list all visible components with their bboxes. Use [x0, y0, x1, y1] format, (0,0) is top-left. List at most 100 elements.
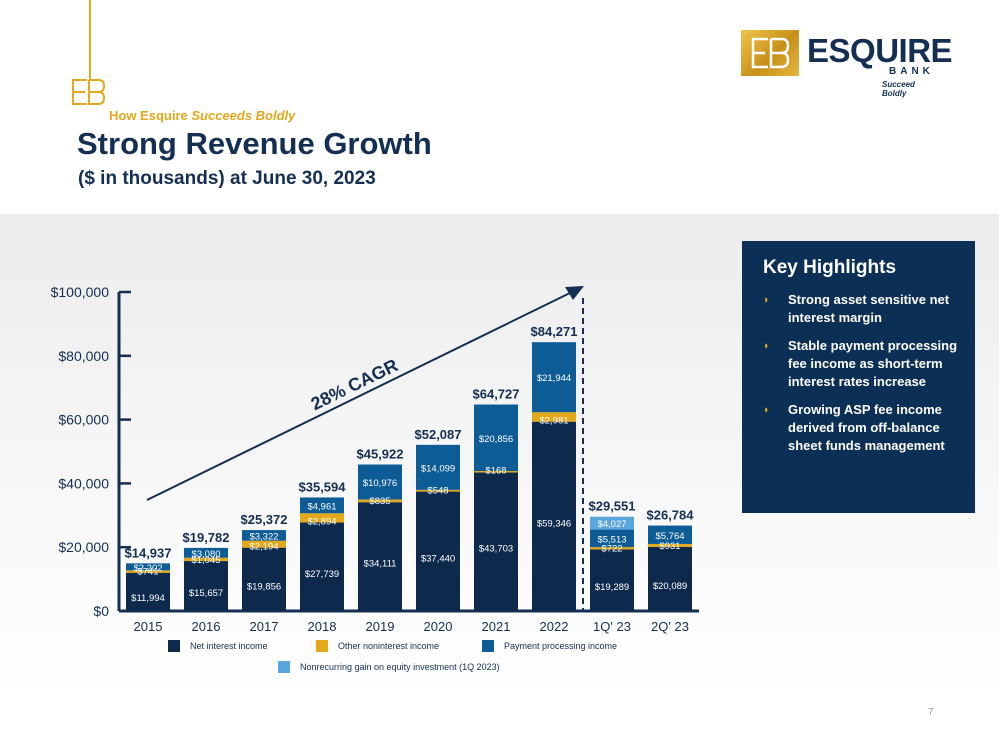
logo-bank: BANK	[889, 66, 934, 77]
list-item: ◗ Strong asset sensitive net interest mar…	[742, 291, 975, 327]
data-label: $37,440	[421, 553, 455, 564]
legend-item: Other noninterest income	[316, 640, 439, 652]
bar-segment	[242, 530, 286, 541]
list-item: ◗ Growing ASP fee income derived from off…	[742, 401, 975, 455]
list-item: ◗ Stable payment processing fee income as…	[742, 337, 975, 391]
accent-line	[89, 0, 91, 80]
bar-segment	[590, 516, 634, 530]
data-label: $19,289	[595, 582, 629, 593]
bullet-icon: ◗	[763, 294, 770, 306]
data-label: $835	[369, 496, 390, 507]
list-item-text: Strong asset sensitive net interest marg…	[788, 292, 950, 325]
total-label: $35,594	[299, 479, 347, 494]
legend-swatch	[316, 640, 328, 652]
total-label: $25,372	[241, 512, 288, 527]
total-label: $29,551	[589, 499, 636, 514]
data-label: $2,894	[307, 517, 336, 528]
data-label: $19,856	[247, 581, 281, 592]
data-label: $20,856	[479, 434, 513, 445]
bar-segment	[416, 491, 460, 611]
data-label: $34,111	[364, 559, 397, 570]
bar-segment	[474, 404, 518, 472]
bar-segment	[242, 547, 286, 611]
bar-segment	[126, 572, 170, 611]
panel-title: Key Highlights	[763, 257, 897, 278]
data-label: $4,027	[597, 519, 626, 530]
chart-legend: Net interest income Other noninterest in…	[168, 640, 648, 680]
data-label: $931	[659, 541, 680, 552]
data-label: $27,739	[305, 569, 339, 580]
bar-segment	[300, 513, 344, 523]
esquire-logo: ESQUIRE BANK Succeed Boldly	[741, 28, 953, 98]
data-label: $3,322	[249, 531, 278, 542]
legend-item: Payment processing income	[482, 640, 617, 652]
y-tick-label: $60,000	[58, 412, 109, 428]
bar-segment	[648, 525, 692, 544]
bar-segment	[358, 502, 402, 611]
eb-monogram-icon	[751, 37, 790, 69]
data-label: $5,764	[655, 531, 684, 542]
data-label: $5,513	[597, 534, 626, 545]
x-tick-label: 2018	[308, 619, 337, 634]
bar-segment	[358, 464, 402, 500]
bar-segment	[358, 499, 402, 503]
total-label: $52,087	[415, 427, 462, 442]
data-label: $43,703	[479, 543, 513, 554]
data-label: $168	[485, 466, 506, 477]
bar-segment	[416, 444, 460, 490]
data-label: $15,657	[189, 588, 223, 599]
data-label: $10,976	[363, 478, 397, 489]
bar-segment	[648, 546, 692, 611]
bar-segment	[126, 570, 170, 573]
list-item-text: Stable payment processing fee income as …	[788, 338, 958, 389]
bar-segment	[474, 471, 518, 473]
data-label: $741	[137, 567, 158, 578]
y-tick-label: $20,000	[58, 539, 109, 555]
list-item-text: Growing ASP fee income derived from off-…	[788, 402, 945, 453]
arrow-head-icon	[565, 286, 584, 300]
bullet-icon: ◗	[763, 404, 770, 416]
total-label: $84,271	[531, 324, 578, 339]
logo-emblem	[741, 30, 799, 76]
legend-swatch	[278, 661, 290, 673]
bullet-icon: ◗	[763, 340, 770, 352]
bar-segment	[532, 342, 576, 413]
legend-swatch	[168, 640, 180, 652]
bar-segment	[474, 471, 518, 611]
x-tick-label: 2020	[424, 619, 453, 634]
x-tick-label: 2017	[250, 619, 279, 634]
section-kicker: How Esquire Succeeds Boldly	[109, 108, 296, 123]
data-label: $1,045	[191, 555, 220, 566]
bar-segment	[590, 549, 634, 611]
x-tick-label: 2019	[366, 619, 395, 634]
bar-segment	[126, 563, 170, 571]
bar-segment	[184, 557, 228, 562]
bar-segment	[532, 421, 576, 611]
bar-segment	[532, 412, 576, 422]
legend-label: Nonrecurring gain on equity investment (…	[300, 662, 500, 672]
bar-segment	[242, 540, 286, 548]
y-tick-label: $80,000	[58, 348, 109, 364]
page-number: 7	[928, 707, 934, 718]
total-label: $64,727	[473, 387, 520, 402]
legend-label: Net interest income	[190, 641, 268, 651]
bar-segment	[184, 547, 228, 558]
data-label: $2,194	[249, 542, 278, 553]
cagr-annotation: 28% CAGR	[308, 355, 401, 414]
data-label: $20,089	[653, 581, 687, 592]
x-tick-label: 2Q' 23	[651, 619, 689, 634]
x-tick-label: 2015	[134, 619, 163, 634]
legend-item: Net interest income	[168, 640, 268, 652]
total-label: $26,784	[647, 508, 695, 523]
data-label: $21,944	[537, 373, 571, 384]
logo-tagline: Succeed Boldly	[882, 80, 915, 98]
legend-label: Other noninterest income	[338, 641, 440, 651]
x-tick-label: 2021	[482, 619, 511, 634]
y-tick-label: $100,000	[51, 284, 110, 300]
x-tick-label: 2022	[540, 619, 569, 634]
data-label: $11,994	[131, 593, 165, 604]
x-tick-label: 2016	[192, 619, 221, 634]
data-label: $59,346	[537, 518, 571, 529]
total-label: $19,782	[183, 530, 230, 545]
cagr-arrow	[146, 291, 573, 501]
